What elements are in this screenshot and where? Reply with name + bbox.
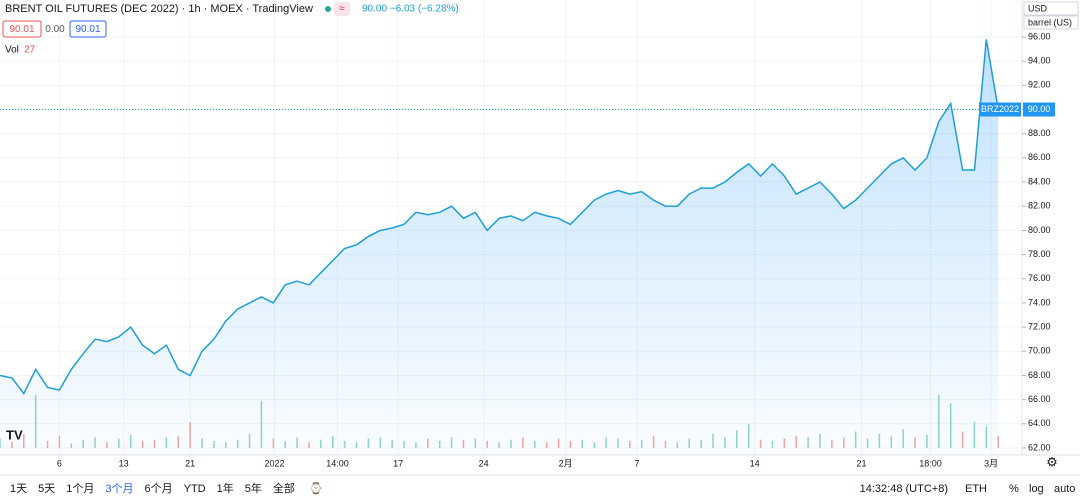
x-tick-label: 17 [393,458,403,468]
price-tag-label: 90.00 [1028,104,1051,114]
x-tick-label: 18:00 [919,458,942,468]
x-tick-label: 21 [857,458,867,468]
ohlc-label: 90.01 [9,24,34,35]
x-tick-label: 13 [119,458,129,468]
ohlc-label: 0.00 [45,24,65,35]
y-tick-label: 62.00 [1028,442,1051,452]
x-tick-label: 7 [634,458,639,468]
compare-icon[interactable]: ⌚ [309,482,323,495]
y-tick-label: 78.00 [1028,249,1051,259]
symbol-tag [979,102,1021,117]
unit[interactable]: barrel (US) [1028,17,1072,27]
symbol-label: BRZ2022 [981,104,1019,114]
y-tick-label: 82.00 [1028,201,1051,211]
y-tick-label: 68.00 [1028,370,1051,380]
range-button[interactable]: 1年 [217,481,234,495]
scale-option[interactable]: auto [1054,483,1075,495]
x-tick-label: 24 [479,458,489,468]
range-button[interactable]: 1个月 [66,482,94,495]
y-tick-label: 86.00 [1028,152,1051,162]
badge-icon: ≈ [339,4,345,15]
y-tick-label: 70.00 [1028,346,1051,356]
unit-select[interactable] [1023,15,1079,30]
y-tick-label: 80.00 [1028,225,1051,235]
x-tick-label: 21 [185,458,195,468]
range-button[interactable]: 1天 [10,483,27,495]
x-tick-label: 14 [750,458,760,468]
x-tick-label: 14:00 [326,458,349,468]
y-tick-label: 66.00 [1028,394,1051,404]
quote: 90.00 −6.03 (−6.28%) [362,4,459,15]
badge [334,2,350,16]
currency[interactable]: USD [1028,3,1048,13]
y-tick-label: 96.00 [1028,31,1051,41]
clock: 14:32:48 (UTC+8) [860,483,948,495]
x-tick-label: 6 [57,458,62,468]
volume-value: 27 [24,45,36,56]
volume-bar [997,436,999,448]
ohlc-box [2,20,42,38]
range-button[interactable]: 5年 [245,481,262,495]
scale-option[interactable]: % [1009,483,1019,495]
y-tick-label: 64.00 [1028,418,1051,428]
volume-label: Vol [5,45,19,56]
area [0,39,999,456]
y-tick-label: 76.00 [1028,273,1051,283]
x-tick-label: 2月 [559,458,573,468]
ohlc-label: 90.01 [75,24,100,35]
scale-option[interactable]: log [1029,483,1044,495]
y-tick-label: 88.00 [1028,128,1051,138]
ohlc-box [69,20,107,38]
range-button[interactable]: 3个月 [105,482,133,495]
chart-title: BRENT OIL FUTURES (DEC 2022) · 1h · MOEX… [5,3,313,15]
range-button[interactable]: YTD [184,483,206,495]
y-tick-label: 74.00 [1028,297,1051,307]
range-button[interactable]: 6个月 [145,482,173,495]
range-button[interactable]: 5天 [38,483,55,495]
price-tag [1023,102,1055,117]
y-tick-label: 92.00 [1028,80,1051,90]
session[interactable]: ETH [965,483,987,495]
settings-icon[interactable]: ⚙ [1046,454,1058,469]
price-line [0,39,999,396]
currency-select[interactable] [1023,1,1079,16]
y-tick-label: 72.00 [1028,321,1051,331]
y-tick-label: 94.00 [1028,56,1051,66]
x-tick-label: 3月 [984,458,998,468]
x-tick-label: 2022 [264,458,284,468]
status-dot [325,6,331,12]
y-tick-label: 84.00 [1028,176,1051,186]
logo: TV [6,427,23,442]
range-button[interactable]: 全部 [273,481,295,495]
